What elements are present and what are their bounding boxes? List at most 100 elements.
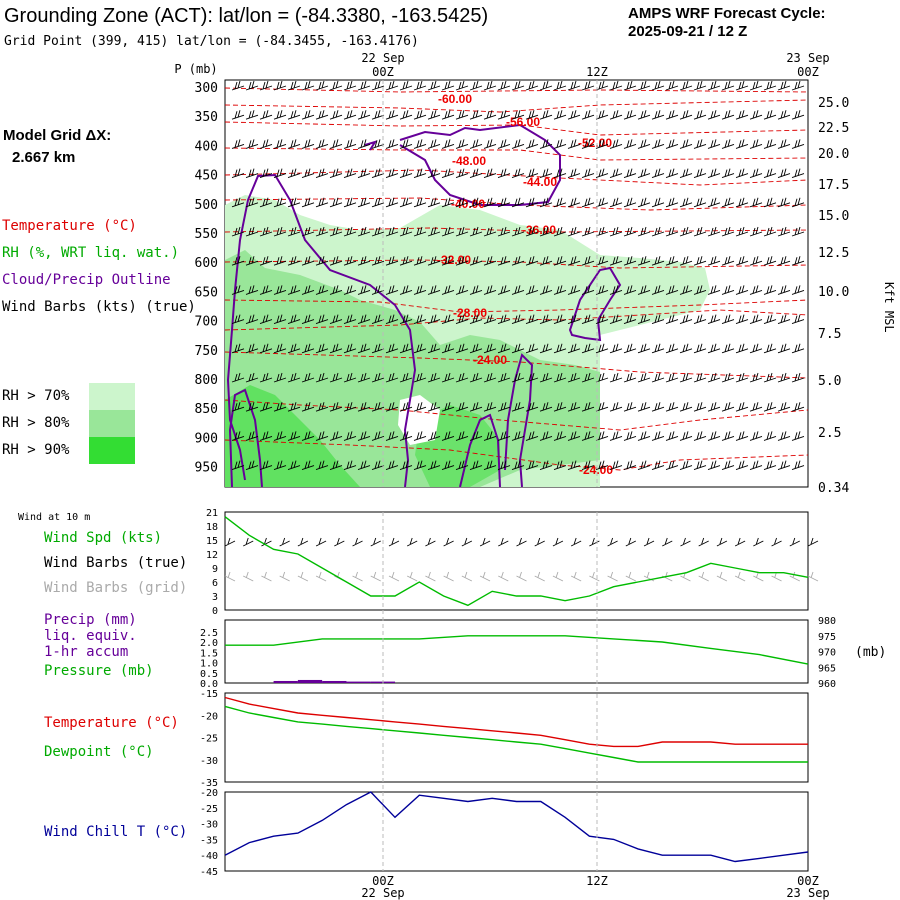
pressure-tick-500: 500: [195, 198, 218, 213]
precip-yticks-0: 980: [818, 616, 836, 627]
wind-barb: [399, 431, 413, 441]
windchill-panel-frame: [224, 791, 809, 872]
wind-barb: [259, 431, 273, 441]
wind-barb: [651, 110, 665, 120]
wind-barb: [595, 372, 609, 383]
surface-barb-grid: [552, 571, 564, 582]
wind-barb: [707, 256, 721, 266]
wind-barb: [511, 285, 525, 295]
wind-barb: [511, 372, 525, 383]
wind-barb: [357, 197, 371, 208]
wc-yticks-4: -40: [200, 851, 218, 862]
temp-label-0: -60.00: [438, 92, 472, 106]
wind-barb: [665, 431, 679, 441]
wind-barb: [749, 80, 763, 91]
wind-barb: [497, 139, 511, 149]
wind-barb: [637, 110, 651, 120]
wind-barb: [469, 285, 483, 295]
wind-barb: [371, 285, 385, 295]
wind-barb: [315, 343, 329, 354]
precip-label: Precip (mm): [44, 612, 137, 628]
wind-barb: [637, 343, 651, 354]
surface-barb-grid: [498, 571, 509, 582]
wind-barb: [637, 80, 651, 91]
wind-barb: [525, 256, 539, 266]
wind-barb: [343, 226, 357, 237]
wind-barb: [329, 197, 343, 208]
wind-barb: [777, 80, 791, 91]
height-tick-20.0: 20.0: [818, 147, 849, 162]
wind-barb: [497, 431, 511, 441]
wind-barb: [553, 197, 567, 208]
wind-barb: [623, 197, 637, 208]
wind-barb: [539, 80, 553, 91]
wind-barb: [287, 197, 301, 208]
wind-barb: [427, 139, 441, 149]
wind-barb: [385, 402, 399, 412]
pressure-tick-700: 700: [195, 315, 218, 330]
surface-wind-barbs-true: [224, 537, 819, 547]
wind-barb: [497, 197, 511, 208]
wind-barb: [245, 402, 259, 412]
wind-barb: [259, 402, 273, 412]
wind-barb: [343, 80, 357, 91]
wind-barb: [231, 80, 245, 91]
wind-barb: [539, 168, 553, 179]
wind-barb: [413, 285, 427, 295]
wind-barb: [707, 372, 721, 383]
wind-barb: [469, 197, 483, 208]
surface-barb-true: [243, 537, 254, 547]
surface-barb-grid: [589, 571, 600, 582]
wind-barb: [735, 372, 749, 383]
surface-barb-true: [789, 537, 800, 547]
wind-barb: [525, 402, 539, 412]
precip-yticks-3: 1.0: [200, 659, 218, 670]
wind-yticks-5: 6: [212, 578, 218, 589]
wind-barb: [763, 372, 777, 383]
wind-barb: [497, 168, 511, 179]
wc-yticks-0: -20: [200, 788, 218, 799]
wind-barb: [749, 402, 763, 412]
wc-yticks-5: -45: [200, 867, 218, 878]
wind-barb: [665, 139, 679, 149]
pressure-label: Pressure (mb): [44, 663, 154, 679]
wind-barb: [637, 197, 651, 208]
wind-barb: [735, 343, 749, 354]
wind-barb: [693, 372, 707, 383]
wind-barb: [427, 431, 441, 441]
wind-barb: [665, 168, 679, 179]
wind-barb: [679, 372, 693, 383]
wind-yticks-2: 15: [206, 536, 218, 547]
wind-barb: [651, 431, 665, 441]
wind-barb: [511, 460, 525, 471]
wind-barb: [609, 285, 623, 295]
wind-barb: [665, 402, 679, 412]
wind-barb: [777, 226, 791, 237]
wind-barb: [399, 343, 413, 354]
wind-barb: [721, 139, 735, 149]
wind-barb: [581, 314, 595, 325]
wind-barb: [483, 431, 497, 441]
surface-barb-true: [443, 537, 454, 547]
wind-barb: [609, 372, 623, 383]
wind-barb: [315, 431, 329, 441]
height-tick-25.0: 25.0: [818, 96, 849, 111]
wind-barb: [651, 226, 665, 237]
wind-barb: [315, 402, 329, 412]
wind-barb: [497, 402, 511, 412]
surface-barb-grid: [625, 571, 637, 582]
wind-barb: [315, 168, 329, 179]
wind-barb: [273, 343, 287, 354]
wind-barb: [623, 110, 637, 120]
wind-barb: [735, 314, 749, 325]
wind-barb: [273, 285, 287, 295]
wind-barb: [287, 314, 301, 325]
wind-yticks-3: 12: [206, 550, 218, 561]
surface-barb-true: [461, 537, 473, 547]
wind-barb: [749, 372, 763, 383]
wind-barb: [427, 197, 441, 208]
wind-barb: [595, 402, 609, 412]
wind-barb: [707, 402, 721, 412]
wind-barb: [651, 168, 665, 179]
height-tick-2.5: 2.5: [818, 426, 841, 441]
